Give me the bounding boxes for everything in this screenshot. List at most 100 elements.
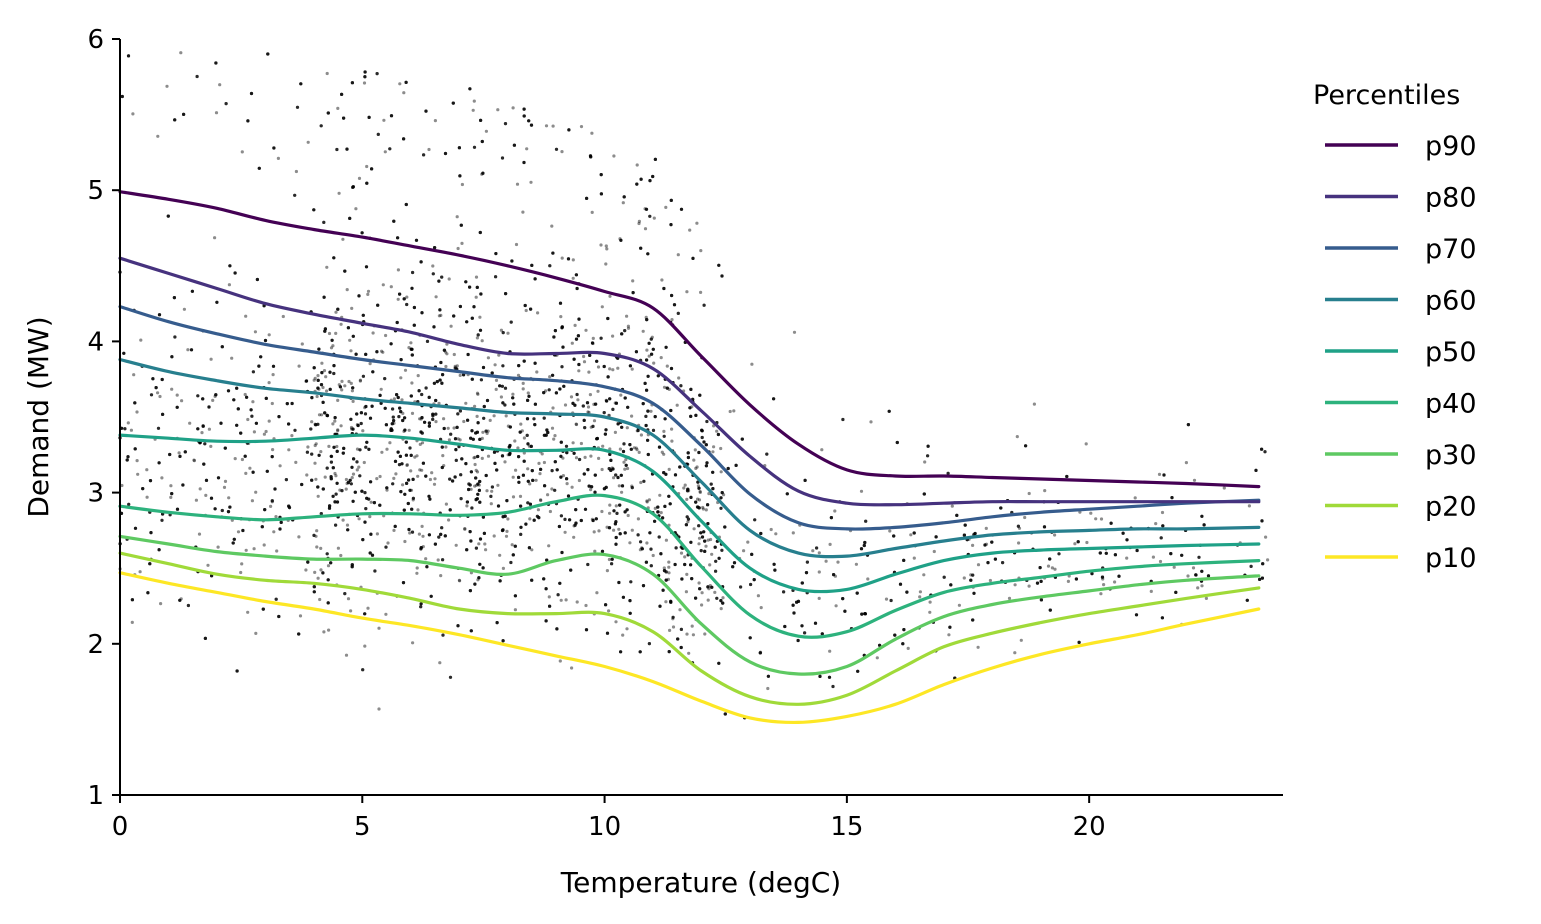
data-point [431,417,435,421]
data-point [130,598,134,602]
data-point [468,87,472,91]
data-point [758,651,762,655]
data-point [214,393,218,397]
data-point [135,459,139,463]
data-point [620,332,624,336]
data-point [477,542,481,546]
data-point [411,498,415,502]
data-point [707,587,711,591]
data-point [321,571,325,575]
data-point [656,510,660,514]
data-point [608,294,612,298]
data-point [748,636,752,640]
data-point [400,462,404,466]
data-point [359,421,363,426]
data-point [632,446,636,450]
data-point [607,557,612,562]
data-point [410,507,414,511]
data-point [560,550,564,555]
data-point [424,474,428,478]
data-point [459,497,463,501]
data-point [284,478,288,482]
data-point [248,466,252,470]
data-point [902,628,906,632]
data-point [235,386,239,390]
data-point [700,429,704,433]
data-point [1261,562,1265,566]
data-point [656,510,660,514]
data-point [699,531,703,535]
data-point [299,82,303,86]
data-point [360,489,364,493]
data-point [204,493,208,497]
data-point [984,542,989,546]
data-point [669,223,673,227]
data-point [544,124,549,128]
data-point [310,478,314,482]
data-point [442,464,446,468]
data-point [443,534,447,538]
data-point [732,561,737,565]
data-point [621,595,626,599]
data-point [519,525,523,529]
data-point [1249,564,1253,569]
data-point [369,500,373,504]
data-point [345,147,349,151]
data-point [645,499,649,503]
data-point [328,387,332,391]
data-point [906,646,910,651]
data-point [322,295,326,299]
data-point [412,323,416,327]
data-point [539,467,543,471]
data-point [628,611,632,615]
data-point [550,469,554,473]
data-point [274,515,278,519]
data-point [433,119,437,123]
data-point [362,460,366,465]
data-point [676,253,680,257]
data-point [243,454,247,458]
data-point [402,137,406,141]
data-point [656,505,660,509]
data-point [522,359,526,363]
data-point [260,525,264,529]
data-point [557,524,562,529]
data-point [674,546,678,550]
data-point [436,558,440,562]
data-point [329,561,333,565]
data-point [637,221,641,226]
data-point [1169,552,1173,556]
data-point [856,669,860,673]
data-point [621,449,626,454]
data-point [616,475,620,480]
data-point [644,560,649,564]
data-point [955,513,959,518]
data-point [392,219,396,223]
data-point [228,505,232,509]
data-point [526,442,530,446]
data-point [351,399,355,403]
data-point [479,378,483,382]
data-point [716,432,721,437]
data-point [272,146,276,150]
data-point [662,286,666,291]
data-point [1077,640,1081,645]
data-point [127,502,131,506]
data-point [216,476,221,480]
data-point [495,468,499,472]
data-point [349,425,354,430]
data-point [554,391,559,395]
data-point [604,428,608,432]
data-point [285,402,289,406]
data-point [455,364,459,368]
data-point [402,429,406,433]
data-point [509,320,513,324]
data-point [860,612,864,616]
data-point [179,51,183,55]
data-point [478,328,483,332]
data-point [612,154,616,158]
data-point [458,409,462,413]
data-point [669,366,674,371]
data-point [1160,616,1164,620]
data-point [355,447,360,451]
